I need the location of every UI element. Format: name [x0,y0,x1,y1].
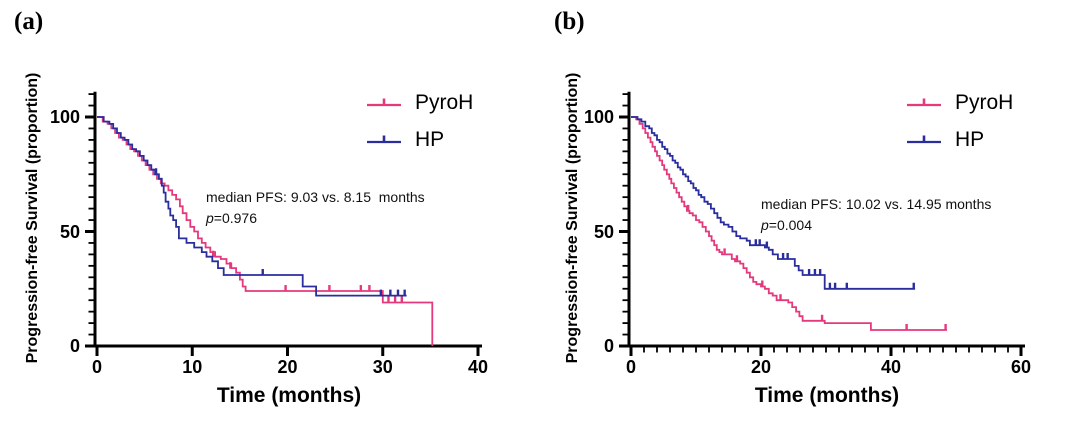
p-value-text: p=0.004 [761,217,813,233]
legend-a: PyroH HP [366,90,473,164]
hp-censor-marker-icon [907,135,941,144]
legend-label-pyroh: PyroH [415,91,474,114]
x-tick-label: 0 [91,357,102,377]
legend-item-pyroh: PyroH [906,90,1013,116]
pyroh-censor-marker-icon [367,98,401,107]
legend-label-hp: HP [955,128,985,151]
hp-censor-marker-icon [367,135,401,144]
legend-item-pyroh: PyroH [366,90,473,116]
p-value-text: p=0.976 [206,210,258,226]
legend-label-pyroh: PyroH [955,91,1014,114]
x-tick-label: 10 [182,357,203,377]
panel-b-letter: (b) [554,8,585,35]
km-curve-pyroh [631,116,947,331]
km-curve-hp [631,116,916,290]
x-tick-label: 40 [467,357,489,377]
panel-a: (a) Progression-free Survival (proportio… [14,8,489,407]
x-axis-title: Time (months) [754,384,900,407]
legend-item-hp: HP [366,127,473,153]
panel-b: (b) Progression-free Survival (proportio… [540,0,1080,440]
y-tick-label: 100 [49,107,80,127]
panel-a-letter: (a) [14,8,44,35]
legend-b: PyroH HP [906,90,1013,164]
annotation-b: median PFS: 10.02 vs. 14.95 months p=0.0… [761,194,991,236]
x-axis-title: Time (months) [216,384,362,407]
x-tick-label: 20 [277,357,298,377]
x-tick-label: 60 [1010,357,1032,377]
x-tick-label: 0 [625,357,636,377]
median-pfs-text: median PFS: 9.03 vs. 8.15 months [206,189,425,205]
km-curve-hp [97,116,407,297]
legend-item-hp: HP [906,127,1013,153]
y-tick-label: 100 [583,107,614,127]
y-tick-label: 0 [603,336,614,356]
km-plot-a [85,91,482,356]
median-pfs-text: median PFS: 10.02 vs. 14.95 months [761,196,992,212]
x-tick-label: 30 [372,357,393,377]
x-tick-label: 40 [880,357,902,377]
y-tick-label: 50 [59,221,80,242]
y-tick-label: 0 [69,336,80,356]
x-tick-label: 20 [750,357,772,377]
annotation-a: median PFS: 9.03 vs. 8.15 months p=0.976 [206,187,425,229]
y-tick-label: 50 [593,221,614,242]
legend-label-hp: HP [415,128,445,151]
km-plot-b [619,91,1025,356]
pyroh-censor-marker-icon [907,98,941,107]
